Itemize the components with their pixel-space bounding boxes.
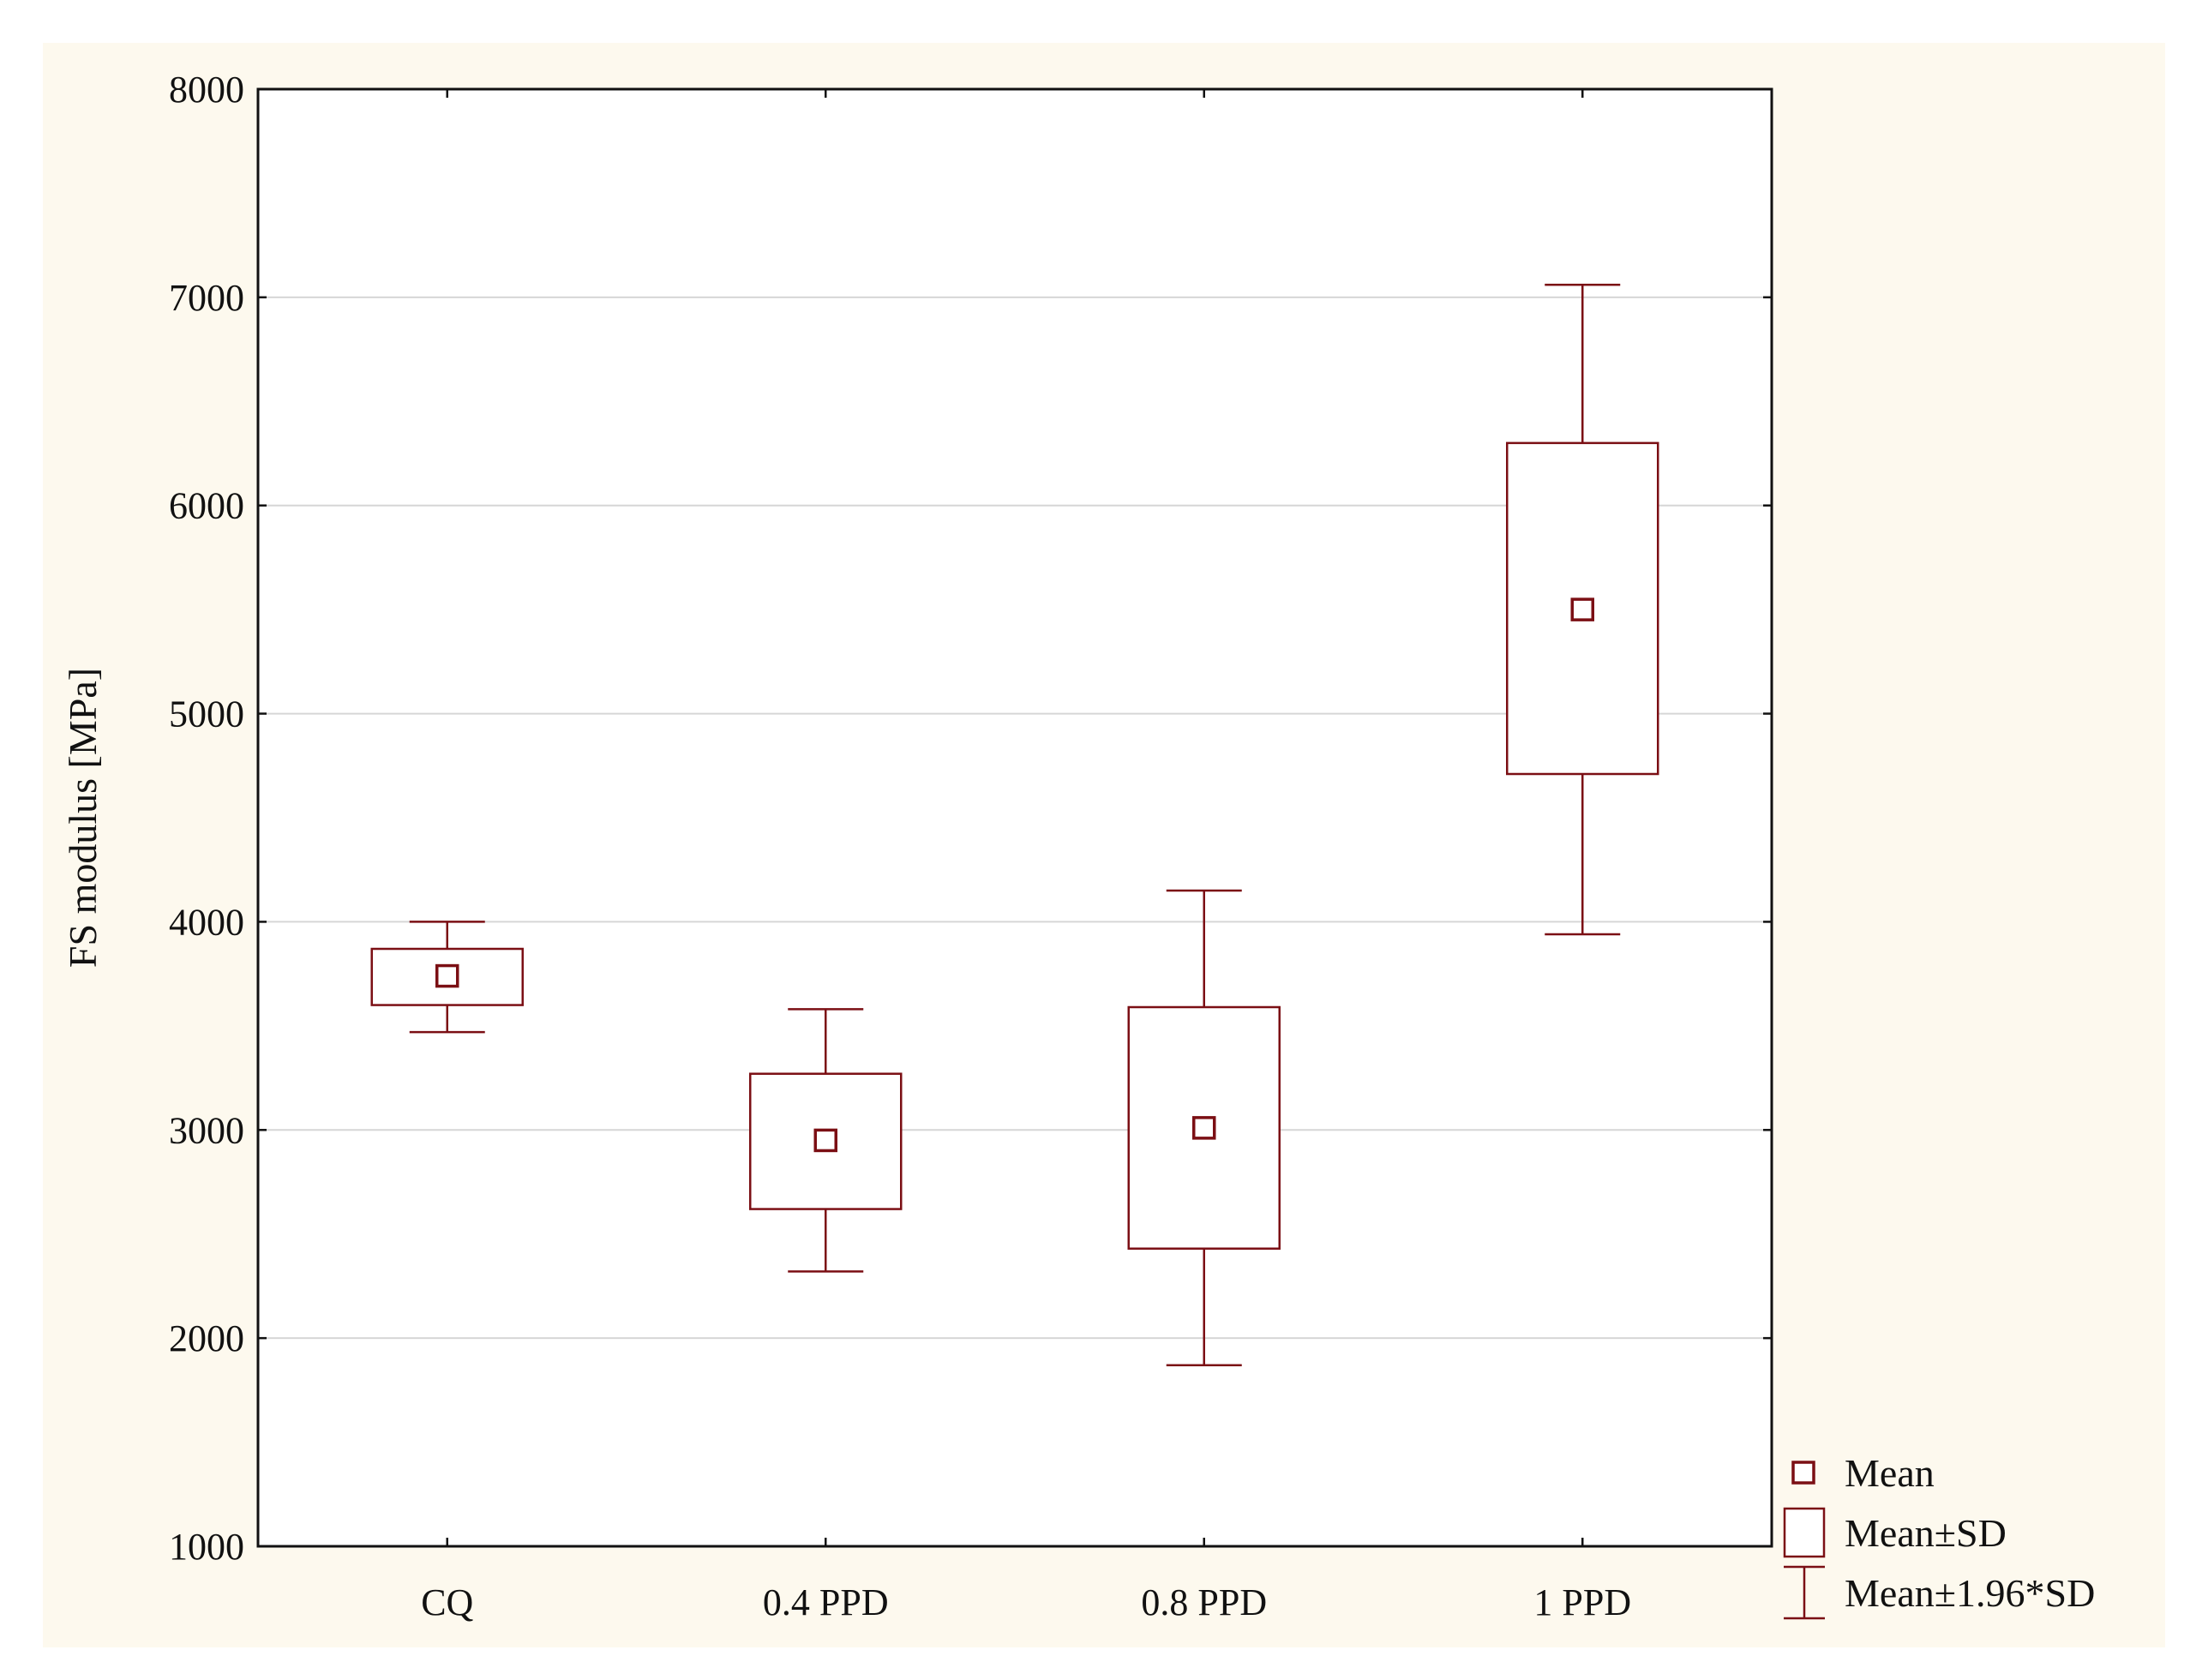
box-plot-chart: 1000 2000 3000 4000 5000 6000 7000 8000 CQ 0.4 PP… (61, 69, 2095, 1623)
legend-label-mean: Mean (1845, 1451, 1935, 1495)
y-tick-label: 8000 (169, 69, 244, 111)
x-tick-label: CQ (421, 1581, 473, 1623)
axis-ticks (258, 87, 1772, 1548)
box-plot-marks (370, 284, 1659, 1366)
y-tick-label: 6000 (169, 485, 244, 527)
box-group (370, 921, 524, 1034)
plot-area (258, 89, 1772, 1546)
mean-marker (435, 963, 459, 988)
plot-frame (256, 87, 1773, 1548)
axis-labels: 1000 2000 3000 4000 5000 6000 7000 8000 CQ 0.4 PP… (169, 69, 1631, 1623)
x-tick-label: 1 PPD (1533, 1581, 1631, 1623)
mean-marker (813, 1128, 837, 1153)
mean-square-icon (1791, 1461, 1815, 1485)
y-axis-label: FS modulus [MPa] (61, 668, 105, 968)
x-tick-label: 0.4 PPD (763, 1581, 889, 1623)
mean-marker (1192, 1116, 1216, 1140)
mean-marker (1570, 597, 1594, 621)
chart-panel: 1000 2000 3000 4000 5000 6000 7000 8000 CQ 0.4 PP… (43, 43, 2165, 1647)
y-tick-label: 2000 (169, 1317, 244, 1359)
y-tick-label: 3000 (169, 1109, 244, 1151)
box-group (1127, 889, 1281, 1366)
box-group (749, 1008, 903, 1273)
y-tick-label: 7000 (169, 277, 244, 319)
y-tick-label: 1000 (169, 1526, 244, 1568)
gridlines (258, 296, 1772, 1340)
legend-label-whisker: Mean±1.96*SD (1845, 1571, 2095, 1615)
legend: Mean Mean±SD Mean±1.96*SD (1783, 1451, 2095, 1620)
x-tick-label: 0.8 PPD (1141, 1581, 1267, 1623)
box-group (1506, 284, 1659, 936)
legend-label-sd: Mean±SD (1845, 1511, 2007, 1555)
y-tick-label: 5000 (169, 693, 244, 735)
y-tick-label: 4000 (169, 901, 244, 943)
sd-box-icon (1783, 1507, 1826, 1558)
